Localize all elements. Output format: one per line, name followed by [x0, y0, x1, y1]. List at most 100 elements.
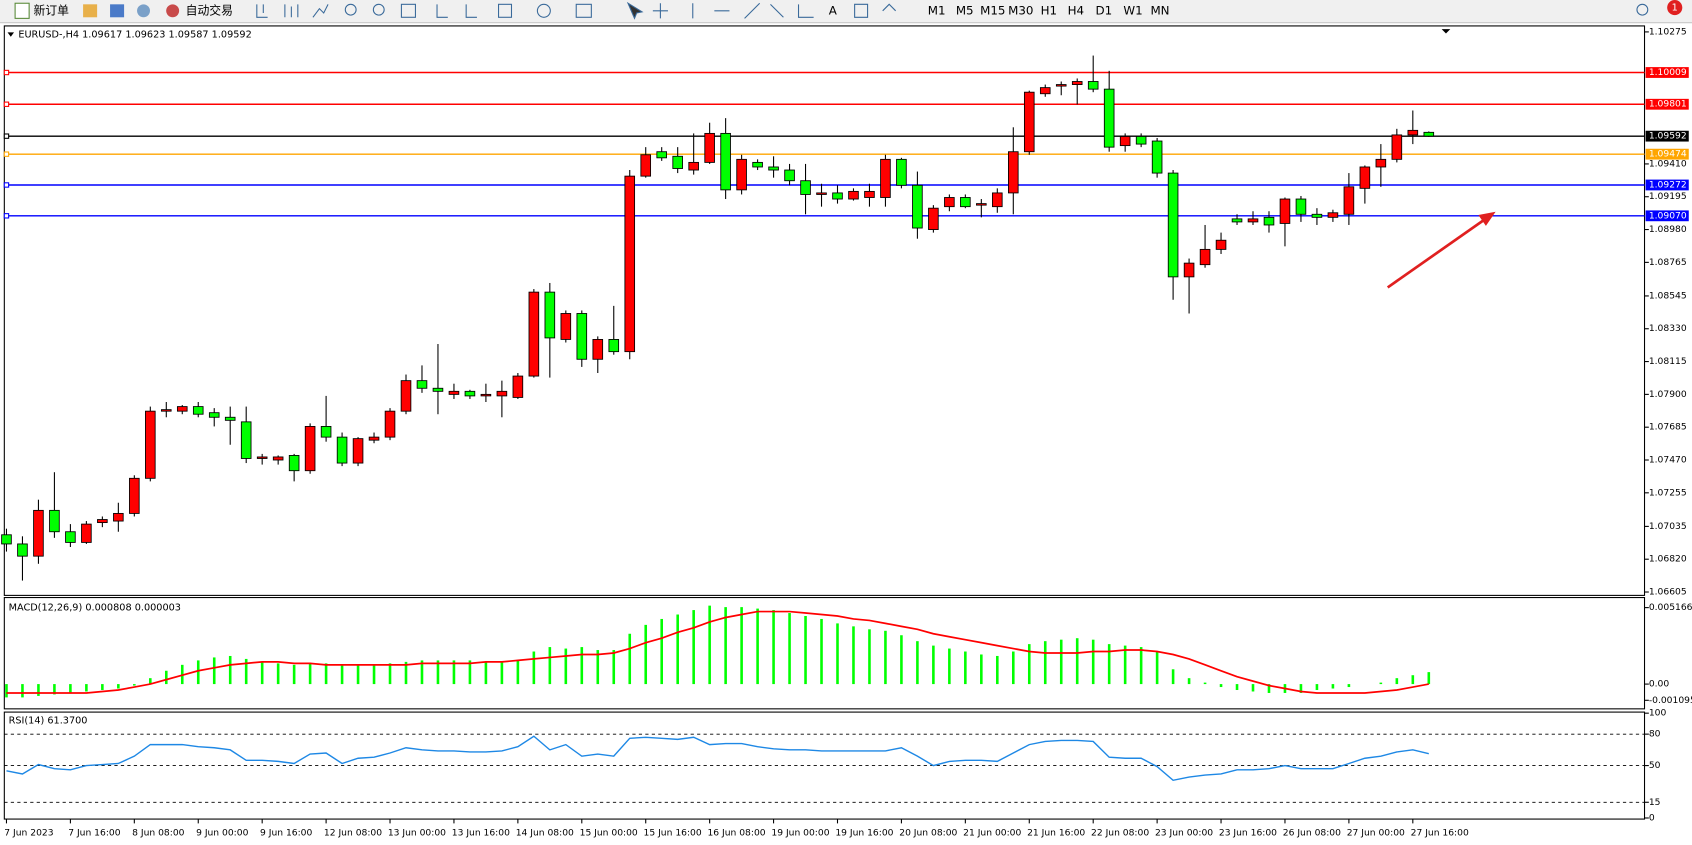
macd-bar — [1315, 684, 1319, 691]
candle-body — [129, 477, 140, 514]
y-tick-label: 1.06605 — [1649, 587, 1687, 598]
timeframe-button[interactable]: W1 — [1123, 3, 1142, 17]
macd-bar — [276, 663, 280, 685]
main-panel — [3, 25, 1646, 596]
shift-marker — [1441, 29, 1451, 34]
tile[interactable] — [400, 3, 416, 18]
tool-icon[interactable] — [436, 4, 477, 18]
macd-bar — [356, 664, 360, 685]
y-tick-label: 1.09410 — [1649, 158, 1687, 169]
candle-body — [1407, 129, 1419, 136]
x-tick-label: 23 Jun 16:00 — [1219, 828, 1277, 839]
level-label-box — [1645, 210, 1689, 222]
macd-bar — [772, 610, 775, 685]
timeframe-button[interactable]: D1 — [1096, 3, 1113, 17]
tool-icon[interactable] — [83, 4, 98, 18]
tool-icon[interactable] — [110, 4, 125, 18]
y-tick-label: 1.07255 — [1649, 487, 1687, 498]
annotation-arrow — [1386, 211, 1496, 289]
candle-body — [208, 412, 220, 418]
x-tick-label: 7 Jun 16:00 — [68, 828, 120, 839]
macd-bar — [1043, 641, 1047, 685]
zoom-in[interactable] — [344, 3, 357, 16]
level-label-box — [1645, 148, 1689, 160]
y-tick-label: 1.08330 — [1649, 323, 1687, 334]
candle-body — [224, 416, 236, 421]
y-tick-label: 1.08980 — [1649, 224, 1687, 235]
macd-bar — [1219, 684, 1223, 688]
macd-bar — [868, 629, 871, 685]
y-tick-label: 80 — [1649, 729, 1661, 740]
macd-bar — [117, 684, 120, 689]
notification-badge[interactable] — [1667, 0, 1683, 16]
tool-icon[interactable] — [312, 4, 329, 18]
candle-body — [33, 509, 44, 557]
candle-body — [192, 406, 204, 415]
timeframe-button[interactable]: M30 — [1008, 3, 1033, 17]
timeframe-button[interactable]: M15 — [980, 3, 1005, 17]
macd-bar — [820, 618, 823, 685]
zoom-out[interactable] — [372, 3, 385, 16]
macd-bar — [900, 635, 903, 685]
candle-body — [448, 390, 460, 395]
timeframe-button[interactable]: H4 — [1068, 3, 1084, 17]
level-label: 1.09272 — [1649, 179, 1687, 190]
candle-body — [17, 543, 28, 557]
auto-trading-button[interactable]: 自动交易 — [186, 3, 233, 17]
level-label: 1.09801 — [1649, 99, 1687, 110]
text-tool[interactable]: A — [829, 3, 838, 17]
symbol-dropdown[interactable] — [7, 32, 15, 37]
search-icon[interactable] — [1636, 3, 1649, 16]
macd-bar — [133, 684, 136, 686]
candle-body — [65, 531, 76, 543]
candle-body — [49, 509, 60, 533]
macd-bar — [1059, 639, 1063, 685]
candle-body — [832, 192, 843, 200]
macd-bar — [292, 664, 296, 685]
candle-body — [336, 436, 348, 464]
macd-bar — [500, 661, 504, 685]
timeframe-button[interactable]: MN — [1150, 3, 1169, 17]
candle-body — [880, 158, 891, 198]
timeframe-button[interactable]: M5 — [956, 3, 974, 17]
candle-body — [992, 192, 1003, 208]
candle-body — [944, 197, 955, 208]
new-order-button[interactable]: 新订单 — [33, 3, 69, 17]
level-label-box — [1645, 67, 1689, 78]
arrow-head — [1478, 211, 1496, 226]
main-title: EURUSD-,H4 1.09617 1.09623 1.09587 1.095… — [18, 30, 251, 41]
cursor[interactable] — [626, 1, 644, 20]
macd-bar — [740, 607, 743, 685]
tool-icon[interactable] — [137, 4, 150, 18]
candle-body — [1343, 186, 1355, 215]
drawing-tools[interactable] — [652, 2, 897, 19]
candle-body — [113, 512, 124, 522]
y-tick-label: 1.06820 — [1649, 554, 1687, 565]
candle-body — [1359, 166, 1371, 189]
candle-body — [912, 184, 923, 229]
y-tick-label: 1.07035 — [1649, 521, 1687, 532]
macd-bar — [1427, 672, 1431, 685]
candle-body — [400, 380, 412, 412]
tool-icon[interactable] — [256, 4, 268, 18]
auto-trading-icon[interactable] — [166, 4, 180, 18]
candle-body — [1375, 158, 1387, 168]
macd-bar — [948, 648, 951, 685]
macd-bar — [388, 663, 392, 685]
candle-body — [256, 456, 268, 459]
new-order-icon[interactable] — [14, 2, 30, 19]
macd-bar — [916, 641, 919, 685]
templates[interactable] — [575, 3, 592, 18]
candle-body — [176, 406, 188, 412]
timeframe-button[interactable]: M1 — [928, 3, 946, 17]
candle-body — [864, 190, 875, 198]
candle-body — [1103, 88, 1115, 148]
tool-icon[interactable] — [284, 4, 299, 18]
periods[interactable] — [536, 3, 551, 18]
indicators[interactable] — [497, 3, 513, 18]
candle-body — [480, 393, 492, 397]
macd-bar — [852, 626, 855, 685]
timeframe-button[interactable]: H1 — [1041, 3, 1057, 17]
x-tick-label: 19 Jun 16:00 — [835, 828, 893, 839]
